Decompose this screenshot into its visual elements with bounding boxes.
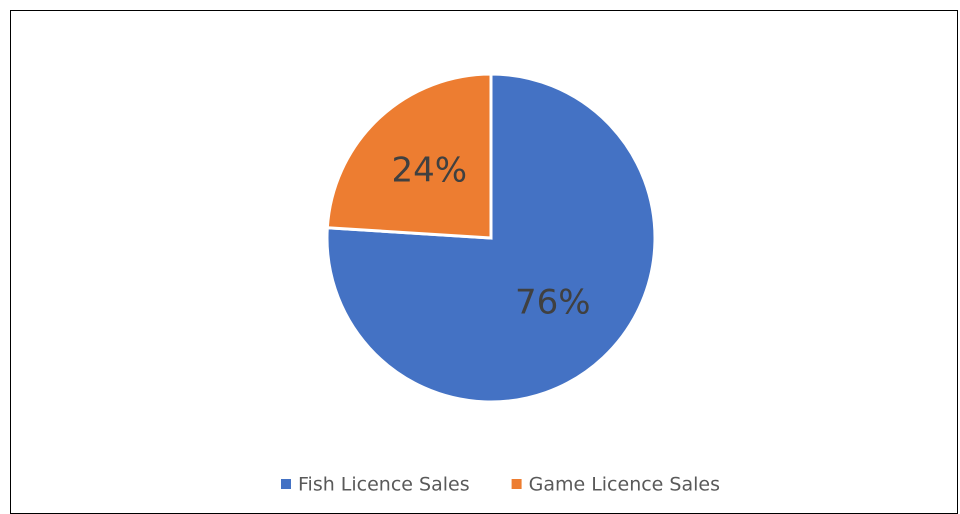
legend-swatch [281,479,291,489]
legend-label: Game Licence Sales [529,474,720,496]
pie-slice [325,72,493,240]
legend-label: Fish Licence Sales [298,474,470,496]
legend-swatch [511,479,522,489]
data-label: 24% [391,151,467,191]
pie-slice [325,72,657,404]
data-label: 76% [515,282,591,322]
